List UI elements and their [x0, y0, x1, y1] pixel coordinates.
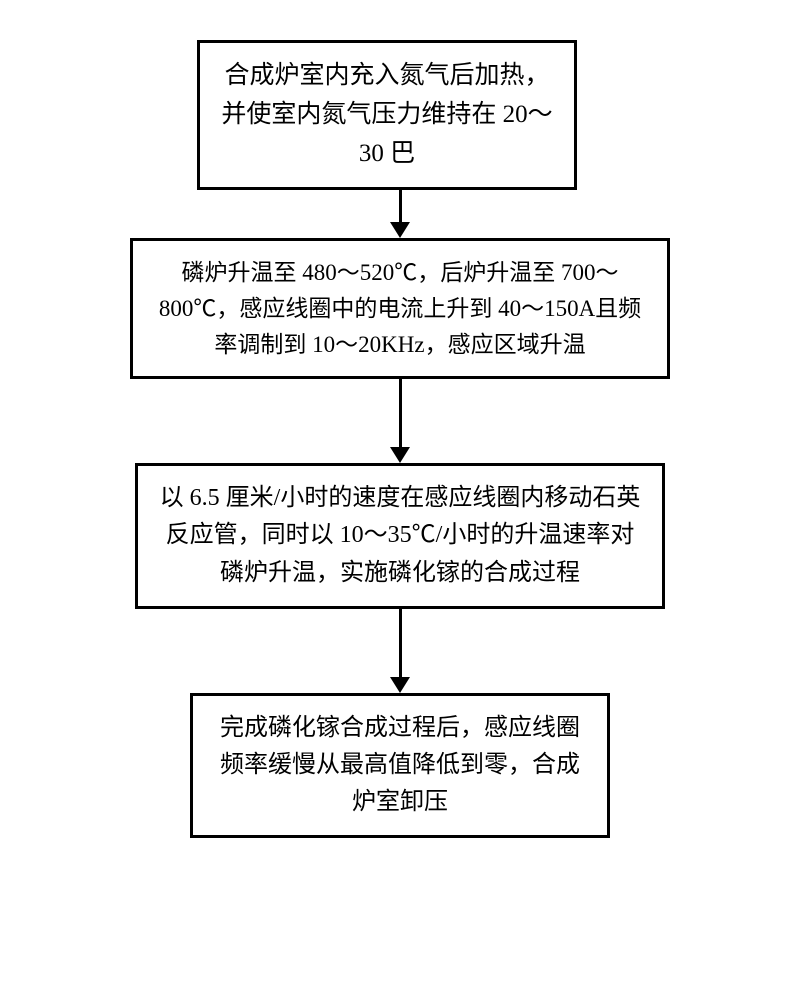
arrow-2-line: [399, 379, 402, 447]
flow-step-2-text: 磷炉升温至 480～520℃，后炉升温至 700～800℃，感应线圈中的电流上升…: [159, 260, 641, 356]
flow-step-2: 磷炉升温至 480～520℃，后炉升温至 700～800℃，感应线圈中的电流上升…: [130, 238, 670, 379]
flow-step-1-text: 合成炉室内充入氮气后加热，并使室内氮气压力维持在 20～30 巴: [221, 62, 552, 167]
flow-step-4: 完成磷化镓合成过程后，感应线圈频率缓慢从最高值降低到零，合成炉室卸压: [190, 693, 610, 839]
arrow-3-head: [390, 677, 410, 693]
flow-step-1: 合成炉室内充入氮气后加热，并使室内氮气压力维持在 20～30 巴: [197, 40, 577, 190]
arrow-3: [390, 609, 410, 693]
flowchart-container: 合成炉室内充入氮气后加热，并使室内氮气压力维持在 20～30 巴 磷炉升温至 4…: [0, 0, 800, 878]
arrow-1-head: [390, 222, 410, 238]
arrow-1: [390, 190, 410, 238]
flow-step-3: 以 6.5 厘米/小时的速度在感应线圈内移动石英反应管，同时以 10～35℃/小…: [135, 463, 665, 609]
arrow-2-head: [390, 447, 410, 463]
arrow-2: [390, 379, 410, 463]
arrow-3-line: [399, 609, 402, 677]
flow-step-3-text: 以 6.5 厘米/小时的速度在感应线圈内移动石英反应管，同时以 10～35℃/小…: [160, 485, 641, 585]
arrow-1-line: [399, 190, 402, 222]
flow-step-4-text: 完成磷化镓合成过程后，感应线圈频率缓慢从最高值降低到零，合成炉室卸压: [220, 715, 580, 815]
